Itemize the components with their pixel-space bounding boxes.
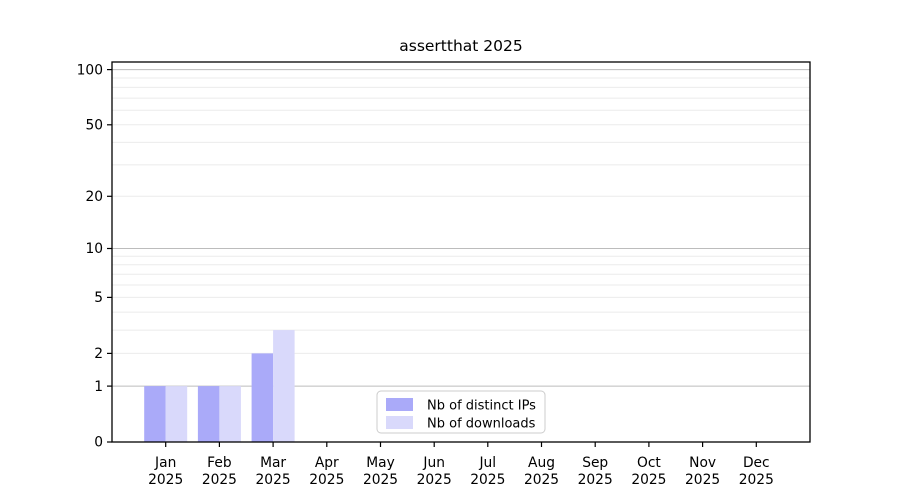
plot-border xyxy=(111,61,811,443)
legend-swatch-nb-of-distinct-ips xyxy=(386,398,413,411)
x-tick-label-year-nov: 2025 xyxy=(685,472,720,488)
x-tick-label-month-dec: Dec xyxy=(743,455,770,471)
bar-nb-of-distinct-ips-mar xyxy=(251,353,274,442)
x-tick-label-month-jun: Jun xyxy=(422,455,445,471)
y-tick-label-5: 5 xyxy=(94,290,103,306)
x-tick-label-year-apr: 2025 xyxy=(309,472,344,488)
x-tick-label-year-sep: 2025 xyxy=(578,472,613,488)
y-tick-label-10: 10 xyxy=(85,241,103,257)
bar-nb-of-distinct-ips-jan xyxy=(144,386,166,442)
legend-label-nb-of-downloads: Nb of downloads xyxy=(427,417,536,432)
axes: 0125102050100Jan2025Feb2025Mar2025Apr202… xyxy=(77,61,811,488)
y-tick-label-1: 1 xyxy=(94,379,103,395)
x-tick-label-year-jul: 2025 xyxy=(470,472,505,488)
x-tick-label-month-jul: Jul xyxy=(478,455,496,471)
x-tick-label-year-aug: 2025 xyxy=(524,472,559,488)
x-tick-label-month-mar: Mar xyxy=(260,455,286,471)
y-tick-label-0: 0 xyxy=(94,435,103,451)
x-tick-label-year-feb: 2025 xyxy=(202,472,237,488)
bars xyxy=(144,330,295,442)
x-tick-label-year-oct: 2025 xyxy=(631,472,666,488)
bar-nb-of-downloads-feb xyxy=(219,386,241,442)
x-tick-label-year-mar: 2025 xyxy=(256,472,291,488)
legend-label-nb-of-distinct-ips: Nb of distinct IPs xyxy=(427,399,536,414)
x-tick-label-year-jan: 2025 xyxy=(148,472,183,488)
x-tick-label-month-aug: Aug xyxy=(528,455,555,471)
y-tick-label-100: 100 xyxy=(77,62,103,78)
bar-nb-of-downloads-jan xyxy=(165,386,188,442)
x-tick-label-month-sep: Sep xyxy=(582,455,608,471)
y-tick-label-20: 20 xyxy=(85,189,103,205)
x-tick-label-month-jan: Jan xyxy=(154,455,176,471)
legend: Nb of distinct IPs Nb of downloads xyxy=(376,390,546,434)
bar-nb-of-distinct-ips-feb xyxy=(197,386,220,442)
x-tick-label-year-dec: 2025 xyxy=(739,472,774,488)
x-tick-label-month-may: May xyxy=(366,455,395,471)
bar-nb-of-downloads-mar xyxy=(273,330,295,442)
x-tick-label-year-jun: 2025 xyxy=(417,472,452,488)
legend-swatch-nb-of-downloads xyxy=(386,416,413,429)
chart-title: assertthat 2025 xyxy=(399,37,523,55)
x-tick-label-year-may: 2025 xyxy=(363,472,398,488)
legend-box xyxy=(376,390,546,434)
x-tick-label-month-apr: Apr xyxy=(315,455,339,471)
x-tick-label-month-nov: Nov xyxy=(689,455,716,471)
gridlines xyxy=(112,69,810,387)
y-tick-label-50: 50 xyxy=(85,118,103,134)
x-tick-label-month-oct: Oct xyxy=(637,455,661,471)
x-tick-label-month-feb: Feb xyxy=(207,455,231,471)
y-tick-label-2: 2 xyxy=(94,346,103,362)
